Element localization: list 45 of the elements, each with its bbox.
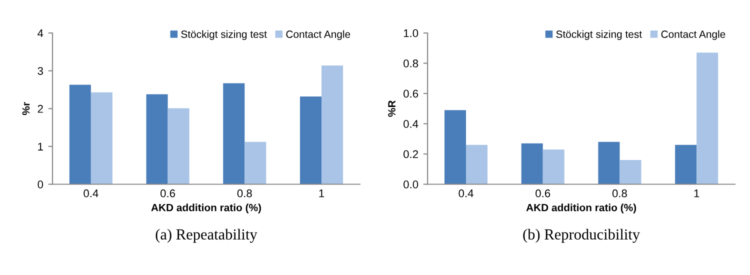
bar bbox=[90, 92, 112, 184]
y-tick-label: 0.2 bbox=[404, 150, 418, 158]
y-tick-label: 1 bbox=[38, 142, 43, 150]
bar bbox=[521, 143, 543, 184]
bar bbox=[322, 66, 344, 184]
bar bbox=[300, 96, 322, 184]
y-tick-label: 0.8 bbox=[404, 60, 418, 68]
x-tick-label: 0.6 bbox=[536, 189, 550, 198]
x-axis-title: AKD addition ratio (%) bbox=[151, 204, 261, 214]
text: (a) Repeatability bbox=[156, 228, 258, 243]
bar bbox=[598, 142, 620, 184]
x-tick-label: 0.8 bbox=[612, 189, 627, 198]
x-tick-label: 1 bbox=[319, 190, 324, 198]
bar bbox=[244, 142, 266, 184]
legend-label: Contact Angle bbox=[286, 30, 350, 40]
x-tick-label: 0.8 bbox=[237, 189, 252, 198]
y-tick-label: 0.4 bbox=[404, 120, 418, 128]
bar bbox=[146, 94, 168, 184]
x-tick-label: 0.6 bbox=[160, 189, 176, 198]
legend-label: Contact Angle bbox=[661, 30, 726, 40]
x-axis-title: AKD addition ratio (%) bbox=[526, 204, 636, 214]
x-tick-label: 0.4 bbox=[84, 189, 98, 198]
bar bbox=[542, 149, 564, 184]
y-tick-label: 0.6 bbox=[404, 90, 418, 98]
y-axis-title: %r bbox=[22, 102, 30, 116]
x-tick-label: 0.4 bbox=[458, 189, 474, 198]
bar bbox=[69, 84, 91, 184]
legend-label: Stöckigt sizing test bbox=[181, 30, 267, 40]
y-tick-label: 2 bbox=[38, 104, 43, 113]
bar bbox=[696, 52, 718, 184]
bar bbox=[444, 110, 466, 184]
y-tick-label: 1.0 bbox=[404, 29, 418, 38]
text: (b) Reproducibility bbox=[523, 228, 640, 243]
bar bbox=[466, 144, 488, 184]
bar bbox=[675, 144, 697, 184]
y-tick-label: 0.0 bbox=[404, 180, 418, 188]
bar bbox=[620, 160, 642, 184]
bar bbox=[168, 108, 190, 184]
y-axis-title: %R bbox=[388, 100, 396, 117]
y-tick-label: 3 bbox=[38, 67, 43, 75]
legend-label: Stöckigt sizing test bbox=[556, 30, 642, 40]
x-tick-label: 1 bbox=[694, 190, 700, 198]
bar bbox=[223, 83, 245, 184]
y-tick-label: 0 bbox=[38, 180, 44, 188]
y-tick-label: 4 bbox=[38, 29, 44, 38]
